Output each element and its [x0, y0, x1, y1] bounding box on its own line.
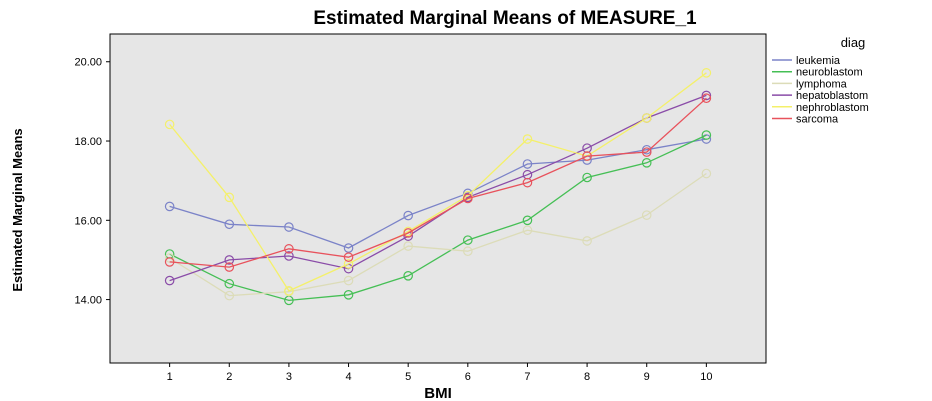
x-tick-label: 8: [584, 371, 590, 383]
x-tick-label: 2: [226, 371, 232, 383]
legend-label: nephroblastom: [796, 102, 869, 114]
series-line-lymphoma: [169, 172, 707, 297]
data-point-sarcoma: [701, 93, 712, 104]
data-point-sarcoma: [641, 147, 652, 157]
data-point-nephroblastom: [164, 119, 175, 130]
data-point-nephroblastom: [463, 190, 473, 201]
legend-label: neuroblastom: [796, 67, 863, 79]
y-axis-title: Estimated Marginal Means: [10, 128, 25, 291]
series-layer: [164, 68, 712, 306]
data-point-sarcoma: [582, 151, 592, 161]
x-tick-label: 3: [286, 371, 292, 383]
data-point-nephroblastom: [284, 286, 294, 296]
chart-title: Estimated Marginal Means of MEASURE_1: [313, 8, 697, 29]
plot-area: [109, 33, 767, 364]
y-tick-label: 16.00: [74, 215, 102, 227]
x-tick-label: 10: [700, 371, 712, 383]
x-tick-label: 6: [465, 371, 471, 383]
data-point-sarcoma: [403, 228, 413, 238]
legend-label: sarcoma: [796, 114, 839, 126]
data-point-neuroblastom: [701, 130, 712, 140]
legend-label: leukemia: [796, 55, 841, 67]
y-tick-label: 18.00: [74, 136, 102, 148]
data-point-neuroblastom: [463, 235, 473, 245]
legend-label: hepatoblastom: [796, 90, 868, 102]
data-point-sarcoma: [224, 262, 235, 272]
data-point-neuroblastom: [343, 290, 354, 300]
data-point-leukemia: [343, 243, 354, 253]
x-tick-label: 7: [524, 371, 530, 383]
x-tick-label: 5: [405, 371, 411, 383]
data-point-neuroblastom: [582, 172, 592, 183]
data-point-lymphoma: [463, 246, 473, 257]
data-point-sarcoma: [463, 193, 473, 204]
series-line-neuroblastom: [169, 134, 707, 302]
data-point-hepatoblastom: [224, 255, 235, 265]
legend-label: lymphoma: [796, 78, 848, 90]
data-point-neuroblastom: [403, 270, 413, 281]
series-line-leukemia: [169, 138, 707, 249]
data-point-lymphoma: [522, 225, 533, 236]
data-point-leukemia: [403, 210, 413, 221]
series-nephroblastom: [164, 68, 712, 296]
data-point-lymphoma: [224, 290, 235, 301]
y-tick-label: 20.00: [74, 57, 102, 69]
y-tick-label: 14.00: [74, 295, 102, 307]
data-point-sarcoma: [164, 257, 175, 267]
x-axis-title: BMI: [424, 385, 452, 401]
x-axis: 1 2 3 4 5 6 7 8 9 10: [167, 363, 712, 383]
series-sarcoma: [164, 93, 712, 272]
legend: diag leukemianeuroblastomlymphomahepatob…: [772, 35, 869, 126]
data-point-lymphoma: [582, 236, 592, 246]
data-point-lymphoma: [403, 241, 413, 251]
data-point-nephroblastom: [343, 259, 354, 269]
data-point-lymphoma: [343, 275, 354, 286]
data-point-hepatoblastom: [284, 251, 294, 261]
data-point-sarcoma: [522, 177, 533, 188]
x-tick-label: 4: [345, 371, 351, 383]
data-point-neuroblastom: [522, 215, 533, 226]
data-point-hepatoblastom: [701, 90, 712, 101]
data-point-leukemia: [284, 222, 294, 232]
legend-title: diag: [841, 35, 866, 50]
series-line-nephroblastom: [169, 72, 707, 292]
data-point-nephroblastom: [224, 192, 235, 203]
x-tick-label: 9: [644, 371, 650, 383]
data-point-hepatoblastom: [164, 275, 175, 286]
data-point-nephroblastom: [522, 134, 533, 144]
y-axis: 14.00 16.00 18.00 20.00: [74, 57, 110, 307]
data-point-leukemia: [701, 134, 712, 144]
data-point-leukemia: [641, 144, 652, 155]
series-line-sarcoma: [169, 97, 707, 268]
data-point-neuroblastom: [641, 158, 652, 168]
data-point-leukemia: [224, 219, 235, 230]
data-point-nephroblastom: [641, 113, 652, 123]
data-point-sarcoma: [343, 252, 354, 262]
data-point-nephroblastom: [701, 68, 712, 78]
data-point-lymphoma: [641, 210, 652, 220]
data-point-leukemia: [164, 201, 175, 212]
data-point-sarcoma: [284, 244, 294, 254]
data-point-lymphoma: [701, 168, 712, 179]
data-point-neuroblastom: [224, 278, 235, 289]
x-tick-label: 1: [167, 371, 173, 383]
data-point-leukemia: [522, 159, 533, 169]
